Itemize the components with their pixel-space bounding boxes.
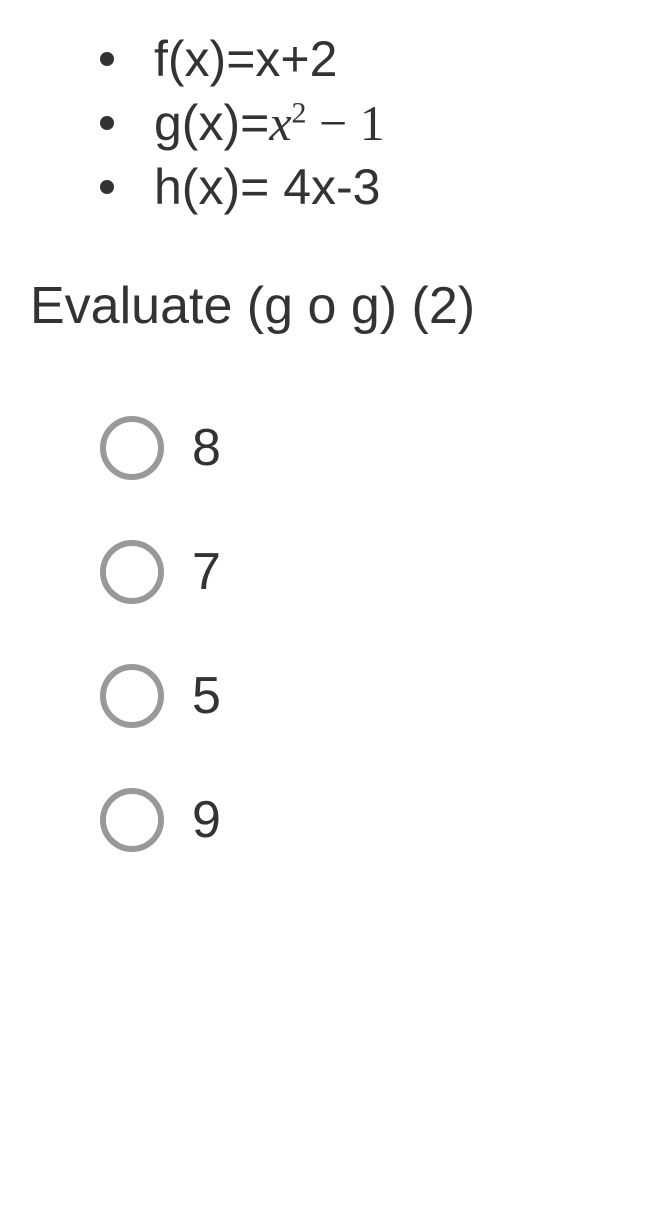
radio-icon <box>100 416 164 480</box>
option-2[interactable]: 7 <box>100 540 623 604</box>
bullet-icon <box>100 52 114 66</box>
options-group: 8 7 5 9 <box>100 416 623 852</box>
option-label: 8 <box>192 418 221 478</box>
definitions-list: f(x)=x+2 g(x)=x2 − 1 h(x)= 4x-3 <box>100 30 623 216</box>
option-3[interactable]: 5 <box>100 664 623 728</box>
definition-item: h(x)= 4x-3 <box>100 158 623 216</box>
option-label: 7 <box>192 542 221 602</box>
option-4[interactable]: 9 <box>100 788 623 852</box>
definition-item: g(x)=x2 − 1 <box>100 94 623 152</box>
definition-g: g(x)=x2 − 1 <box>154 94 385 152</box>
question-text: Evaluate (g o g) (2) <box>30 276 623 336</box>
radio-icon <box>100 664 164 728</box>
radio-icon <box>100 788 164 852</box>
option-label: 9 <box>192 790 221 850</box>
definition-item: f(x)=x+2 <box>100 30 623 88</box>
option-label: 5 <box>192 666 221 726</box>
bullet-icon <box>100 116 114 130</box>
definition-f: f(x)=x+2 <box>154 30 337 88</box>
radio-icon <box>100 540 164 604</box>
option-1[interactable]: 8 <box>100 416 623 480</box>
bullet-icon <box>100 180 114 194</box>
definition-h: h(x)= 4x-3 <box>154 158 380 216</box>
